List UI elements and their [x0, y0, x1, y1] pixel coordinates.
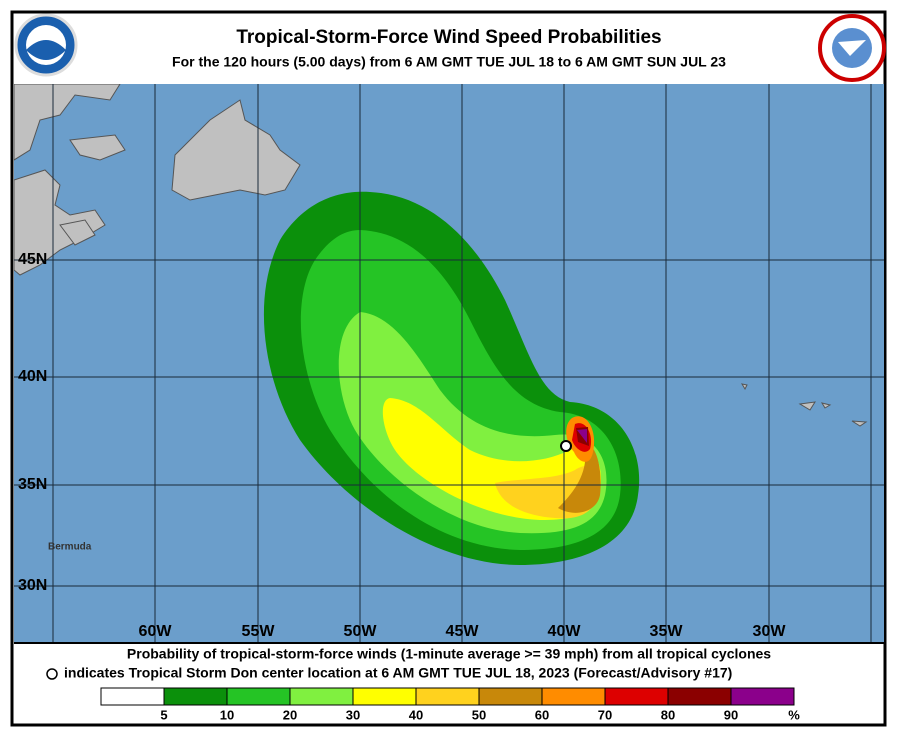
legend-label: 60: [535, 707, 549, 722]
legend-swatch: [352, 687, 417, 706]
subtitle: For the 120 hours (5.00 days) from 6 AM …: [172, 54, 726, 70]
nws-logo: [818, 14, 886, 82]
legend-swatch: [604, 687, 669, 706]
place-label: Bermuda: [48, 542, 92, 553]
legend-label: 90: [724, 707, 738, 722]
legend-swatch: [730, 687, 795, 706]
legend-swatch: [541, 687, 606, 706]
legend-swatch: [289, 687, 354, 706]
center-symbol: [46, 668, 58, 680]
legend-swatch: [415, 687, 480, 706]
lat-label: 35N: [18, 476, 47, 493]
probability-contours: [263, 191, 640, 565]
legend: 5 10 20 30 40 50 60 70 80 90%: [100, 687, 800, 722]
legend-swatch: [100, 687, 165, 706]
footer-line: Probability of tropical-storm-force wind…: [127, 646, 771, 662]
contour: [558, 444, 601, 513]
legend-unit: %: [788, 707, 800, 722]
storm-center: [560, 440, 572, 452]
legend-label: 40: [409, 707, 423, 722]
map: 45N 40N 35N 30N 60W 55W 50W 45W 40W 35W …: [14, 84, 884, 643]
legend-swatch: [163, 687, 228, 706]
lon-label: 50W: [344, 623, 378, 640]
graticule: [14, 84, 884, 643]
lat-label: 30N: [18, 577, 47, 594]
lon-label: 45W: [446, 623, 480, 640]
lat-label: 45N: [18, 251, 47, 268]
lon-label: 40W: [548, 623, 582, 640]
legend-label: 10: [220, 707, 234, 722]
legend-swatch: [478, 687, 543, 706]
legend-label: 20: [283, 707, 297, 722]
legend-swatch: [226, 687, 291, 706]
title: Tropical-Storm-Force Wind Speed Probabil…: [236, 27, 661, 48]
legend-label: 30: [346, 707, 360, 722]
legend-label: 80: [661, 707, 675, 722]
noaa-logo: [14, 13, 78, 77]
lon-label: 55W: [242, 623, 276, 640]
legend-label: 70: [598, 707, 612, 722]
lon-label: 60W: [139, 623, 173, 640]
legend-swatch: [667, 687, 732, 706]
legend-label: 5: [160, 707, 167, 722]
contour: [577, 429, 587, 443]
lat-label: 40N: [18, 368, 47, 385]
lon-label: 35W: [650, 623, 684, 640]
footer-line: indicates Tropical Storm Don center loca…: [64, 665, 732, 681]
lon-label: 30W: [753, 623, 787, 640]
legend-label: 50: [472, 707, 486, 722]
land: [14, 84, 868, 427]
